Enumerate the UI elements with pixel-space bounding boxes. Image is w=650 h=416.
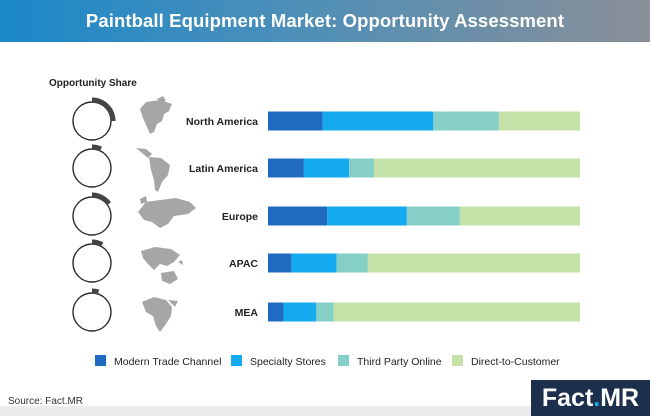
latin-america-map-icon <box>136 148 170 192</box>
opportunity-share-label: Opportunity Share <box>49 78 137 89</box>
legend-swatch-third-party-online <box>338 355 349 366</box>
bar-apac-modern-trade-channel <box>268 253 292 273</box>
opportunity-arc-north-america <box>91 97 116 122</box>
bar-europe-modern-trade-channel <box>268 206 328 226</box>
legend-label-specialty-stores: Specialty Stores <box>250 356 326 368</box>
legend-label-modern-trade-channel: Modern Trade Channel <box>114 356 221 368</box>
legend-label-direct-to-customer: Direct-to-Customer <box>471 356 560 368</box>
logo-main: Fact <box>541 384 594 412</box>
category-label-europe: Europe <box>222 211 258 223</box>
region-maps <box>136 96 196 332</box>
category-label-north-america: North America <box>186 116 258 128</box>
category-label-latin-america: Latin America <box>189 163 258 175</box>
legend: Modern Trade Channel Specialty Stores Thir… <box>95 355 560 368</box>
bar-latin-america-modern-trade-channel <box>268 158 304 178</box>
bar-north-america-specialty-stores <box>322 111 434 131</box>
bar-latin-america-specialty-stores <box>303 158 350 178</box>
logo-text: Fact.MR <box>531 380 650 416</box>
opportunity-arc-europe <box>91 192 112 206</box>
category-label-mea: MEA <box>235 307 259 319</box>
opportunity-ring-latin-america <box>72 148 112 188</box>
bar-north-america-modern-trade-channel <box>268 111 323 131</box>
bar-mea-direct-to-customer <box>333 302 580 322</box>
bar-latin-america-third-party-online <box>349 158 375 178</box>
header-banner <box>0 0 650 42</box>
page-title: Paintball Equipment Market: Opportunity … <box>85 10 565 31</box>
mea-map-icon <box>142 297 178 332</box>
factmr-logo: Fact.MR <box>531 380 650 416</box>
region-labels: Opportunity Share North America Latin Amer… <box>49 78 258 319</box>
footer-band <box>0 406 650 416</box>
bar-europe-third-party-online <box>406 206 460 226</box>
opportunity-ring-mea <box>72 292 112 332</box>
category-label-apac: APAC <box>229 258 258 270</box>
europe-map-icon <box>138 196 196 228</box>
logo-dot: . <box>593 384 601 412</box>
source-note: Source: Fact.MR <box>8 396 84 407</box>
bar-apac-third-party-online <box>336 253 368 273</box>
opportunity-share-rings <box>72 97 116 332</box>
apac-map-icon <box>141 247 183 284</box>
bar-mea-third-party-online <box>316 302 334 322</box>
bar-apac-specialty-stores <box>291 253 337 273</box>
bar-north-america-direct-to-customer <box>498 111 580 131</box>
legend-swatch-direct-to-customer <box>452 355 463 366</box>
logo-suffix: MR <box>600 384 640 412</box>
bar-apac-direct-to-customer <box>367 253 580 273</box>
bar-latin-america-direct-to-customer <box>374 158 580 178</box>
legend-swatch-specialty-stores <box>231 355 242 366</box>
north-america-map-icon <box>140 96 172 134</box>
opportunity-arc-mea <box>91 288 100 295</box>
opportunity-ring-apac <box>72 243 112 283</box>
bar-mea-modern-trade-channel <box>268 302 284 322</box>
opportunity-arc-latin-america <box>91 144 103 152</box>
legend-label-third-party-online: Third Party Online <box>357 356 442 368</box>
opportunity-arc-apac <box>91 239 104 247</box>
legend-swatch-modern-trade-channel <box>95 355 106 366</box>
bar-north-america-third-party-online <box>433 111 499 131</box>
bar-europe-specialty-stores <box>327 206 407 226</box>
bar-mea-specialty-stores <box>283 302 317 322</box>
bar-europe-direct-to-customer <box>459 206 580 226</box>
stacked-bars <box>268 111 580 322</box>
